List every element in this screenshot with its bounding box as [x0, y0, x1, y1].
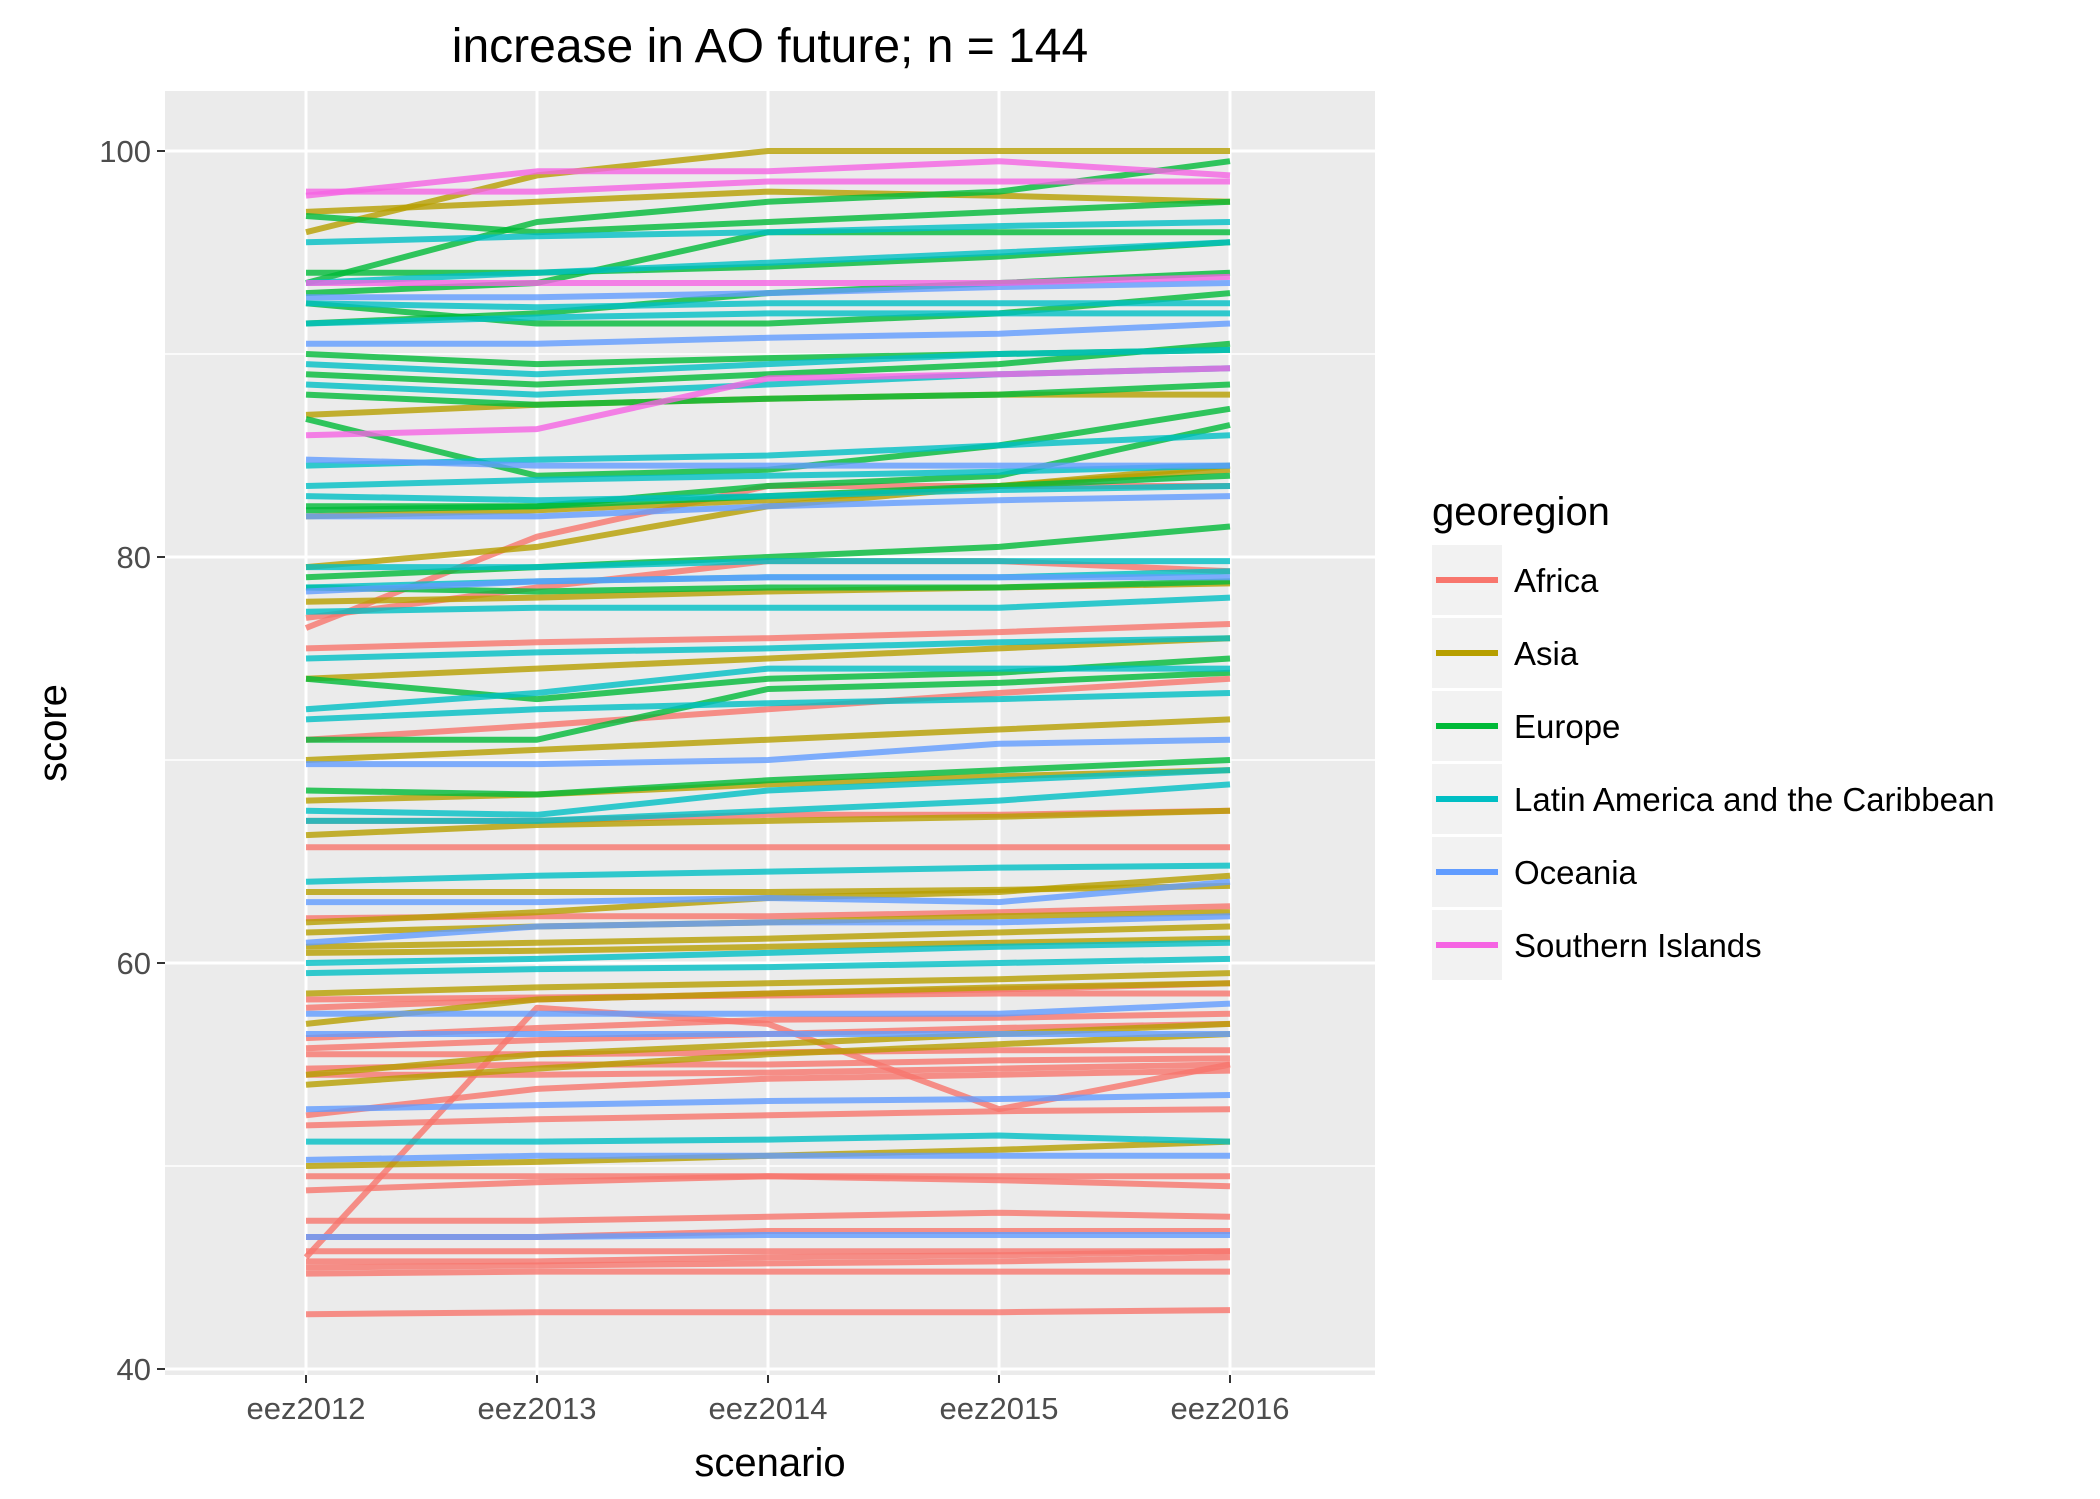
series-line-oceania-88	[305, 574, 1230, 595]
series-line-oceania-90	[306, 878, 1231, 906]
series-line-latin-america-and-the-caribbean-70	[305, 462, 1231, 489]
x-axis: eez2012 eez2013 eez2014 eez2015 eez2016	[247, 1375, 1290, 1426]
series-line-africa-0	[303, 1004, 1231, 1260]
series-line-southern-islands-99	[305, 365, 1231, 439]
series-line-europe-61	[306, 669, 1231, 743]
series-line-oceania-91	[305, 913, 1231, 946]
series-line-africa-19	[306, 1209, 1231, 1224]
legend: georegion Africa Asia Europe Latin America …	[1432, 490, 1995, 980]
series-line-africa-18	[305, 1173, 1231, 1194]
series-line-latin-america-and-the-caribbean-64	[305, 239, 1231, 286]
series-line-oceania-95	[305, 1152, 1230, 1163]
series-line-latin-america-and-the-caribbean-72	[306, 558, 1230, 571]
legend-item-europe: Europe	[1432, 691, 1620, 761]
series-line-africa-22	[306, 1248, 1231, 1265]
series-line-europe-55	[305, 405, 1231, 479]
series-line-latin-america-and-the-caribbean-66	[305, 310, 1230, 327]
series-line-oceania-94	[305, 1092, 1231, 1113]
legend-item-southern-islands: Southern Islands	[1432, 910, 1762, 980]
x-tick-label: eez2016	[1171, 1391, 1290, 1426]
x-tick-label: eez2013	[478, 1391, 597, 1426]
series-line-asia-40	[305, 935, 1231, 956]
x-tick-label: eez2012	[247, 1391, 366, 1426]
series-line-southern-islands-98	[305, 158, 1231, 199]
chart-title: increase in AO future; n = 144	[452, 20, 1088, 73]
x-axis-title: scenario	[694, 1441, 845, 1485]
series-line-europe-53	[305, 340, 1231, 388]
series-line-oceania-89	[306, 736, 1231, 768]
series-line-asia-44	[305, 1031, 1231, 1088]
series-line-oceania-87	[306, 493, 1231, 520]
series-line-asia-43	[305, 1020, 1231, 1078]
series-line-latin-america-and-the-caribbean-76	[305, 665, 1230, 713]
series-line-latin-america-and-the-caribbean-63	[305, 219, 1231, 246]
series-line-europe-62	[305, 757, 1231, 798]
series-line-asia-39	[305, 923, 1231, 950]
series-line-latin-america-and-the-caribbean-67	[305, 346, 1231, 378]
series-line-asia-35	[305, 807, 1231, 839]
series-line-latin-america-and-the-caribbean-65	[305, 300, 1230, 311]
series-line-africa-13	[305, 1055, 1231, 1072]
legend-label: Asia	[1514, 635, 1579, 672]
series-line-latin-america-and-the-caribbean-77	[305, 690, 1231, 723]
series-line-africa-3	[305, 621, 1231, 652]
legend-item-asia: Asia	[1432, 618, 1579, 688]
series-line-oceania-84	[306, 280, 1231, 301]
series-line-oceania-96	[306, 1232, 1230, 1240]
series-line-latin-america-and-the-caribbean-71	[305, 483, 1231, 504]
y-tick-label: 60	[117, 946, 151, 981]
y-tick-label: 80	[117, 540, 151, 575]
series-line-southern-islands-97	[306, 178, 1230, 195]
y-axis-title: score	[31, 684, 75, 782]
series-line-europe-54	[305, 381, 1231, 408]
x-tick-label: eez2014	[709, 1391, 828, 1426]
legend-label: Latin America and the Caribbean	[1514, 781, 1995, 818]
series-line-latin-america-and-the-caribbean-79	[306, 781, 1231, 824]
series-line-asia-42	[305, 980, 1231, 1027]
series-line-africa-23	[305, 1254, 1231, 1271]
series-line-oceania-85	[306, 320, 1231, 347]
series-line-europe-59	[305, 578, 1231, 595]
series-line-latin-america-and-the-caribbean-74	[305, 594, 1231, 615]
series-line-asia-32	[305, 635, 1231, 682]
series-line-asia-33	[305, 716, 1231, 763]
series-line-southern-islands-100	[306, 273, 1231, 286]
series-line-latin-america-and-the-caribbean-83	[306, 1132, 1231, 1145]
series-line-africa-4	[305, 675, 1231, 743]
series-line-oceania-92	[306, 1000, 1231, 1017]
series-line-latin-america-and-the-caribbean-80	[305, 862, 1231, 885]
series-line-latin-america-and-the-caribbean-75	[305, 635, 1231, 662]
series-line-europe-58	[305, 523, 1231, 581]
legend-item-latin-america-and-the-caribbean: Latin America and the Caribbean	[1432, 764, 1995, 834]
series-line-africa-25	[305, 1307, 1231, 1318]
y-tick-label: 100	[99, 134, 151, 169]
series-line-africa-24	[305, 1268, 1230, 1277]
y-axis: 40 60 80 100	[99, 134, 165, 1387]
series-line-asia-41	[305, 970, 1231, 997]
series-line-latin-america-and-the-caribbean-78	[305, 767, 1231, 818]
legend-label: Africa	[1514, 562, 1599, 599]
series-line-latin-america-and-the-caribbean-82	[305, 955, 1231, 977]
series-line-oceania-86	[305, 456, 1230, 469]
series-line-africa-16	[305, 1106, 1231, 1129]
legend-label: Southern Islands	[1514, 927, 1762, 964]
series-line-africa-15	[305, 1067, 1231, 1119]
series-line-latin-america-and-the-caribbean-81	[305, 939, 1231, 966]
legend-title: georegion	[1432, 490, 1610, 534]
legend-item-oceania: Oceania	[1432, 837, 1638, 907]
y-tick-label: 40	[117, 1352, 151, 1387]
series-layer	[303, 148, 1231, 1318]
series-line-europe-47	[305, 198, 1231, 236]
legend-label: Europe	[1514, 708, 1620, 745]
series-line-asia-27	[305, 188, 1231, 215]
legend-label: Oceania	[1514, 854, 1638, 891]
x-tick-label: eez2015	[940, 1391, 1059, 1426]
legend-item-africa: Africa	[1432, 545, 1599, 615]
